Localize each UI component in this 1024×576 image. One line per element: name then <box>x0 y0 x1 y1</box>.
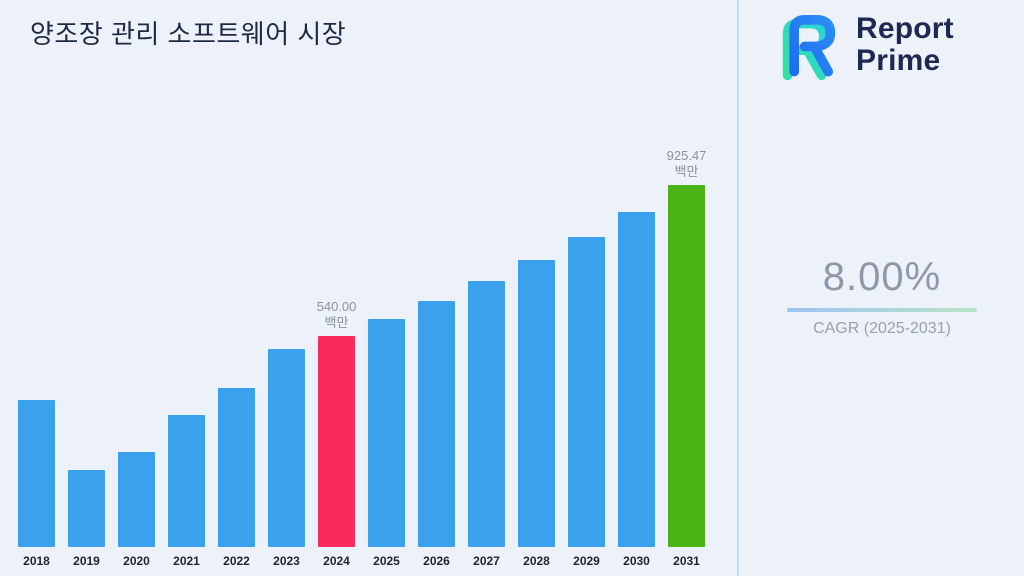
bar-2027 <box>468 281 505 547</box>
x-axis-label-2020: 2020 <box>123 554 150 568</box>
x-axis-label-2029: 2029 <box>573 554 600 568</box>
bar-2031 <box>668 185 705 547</box>
bar-2030 <box>618 212 655 547</box>
bar-slot-2020: 2020 <box>118 452 155 568</box>
x-axis-label-2028: 2028 <box>523 554 550 568</box>
x-axis-label-2023: 2023 <box>273 554 300 568</box>
bar-value-label-2024: 540.00 백만 <box>316 298 357 330</box>
page-title: 양조장 관리 소프트웨어 시장 <box>30 19 347 49</box>
bar-slot-2029: 2029 <box>568 237 605 568</box>
report-prime-logo-icon <box>782 15 836 81</box>
bar-chart: 2018 2019 2020 2021 2022 2023 540.00 백만 2024 2025… <box>18 147 720 569</box>
bar-2022 <box>218 388 255 547</box>
bar-2029 <box>568 237 605 547</box>
x-axis-label-2019: 2019 <box>73 554 100 568</box>
bar-slot-2021: 2021 <box>168 415 205 568</box>
bar-slot-2028: 2028 <box>518 260 555 568</box>
bar-2019 <box>68 470 105 547</box>
bar-2018 <box>18 400 55 547</box>
x-axis-label-2030: 2030 <box>623 554 650 568</box>
brand-name-line1: Report <box>856 11 954 45</box>
bar-2023 <box>268 349 305 547</box>
bar-2025 <box>368 319 405 547</box>
bar-slot-2022: 2022 <box>218 388 255 568</box>
bar-slot-2018: 2018 <box>18 400 55 568</box>
bar-slot-2030: 2030 <box>618 212 655 568</box>
report-prime-logo: Report Prime <box>772 8 954 82</box>
bar-slot-2026: 2026 <box>418 301 455 568</box>
x-axis-label-2024: 2024 <box>323 554 350 568</box>
x-axis-label-2031: 2031 <box>673 554 700 568</box>
bar-2021 <box>168 415 205 547</box>
x-axis-label-2027: 2027 <box>473 554 500 568</box>
brand-name: Report Prime <box>856 11 954 78</box>
bar-slot-2019: 2019 <box>68 470 105 568</box>
cagr-underline <box>787 308 977 312</box>
bar-slot-2027: 2027 <box>468 281 505 568</box>
bar-2024 <box>318 336 355 547</box>
cagr-label: CAGR (2025-2031) <box>813 320 951 337</box>
x-axis-label-2026: 2026 <box>423 554 450 568</box>
bar-slot-2031: 925.47 백만 2031 <box>666 147 707 569</box>
x-axis-label-2021: 2021 <box>173 554 200 568</box>
bar-2028 <box>518 260 555 547</box>
bar-2020 <box>118 452 155 547</box>
x-axis-label-2018: 2018 <box>23 554 50 568</box>
bar-2026 <box>418 301 455 547</box>
brand-name-line2: Prime <box>856 44 941 77</box>
bar-slot-2023: 2023 <box>268 349 305 568</box>
bar-slot-2025: 2025 <box>368 319 405 568</box>
x-axis-label-2025: 2025 <box>373 554 400 568</box>
x-axis-label-2022: 2022 <box>223 554 250 568</box>
bar-value-label-2031: 925.47 백만 <box>666 147 707 179</box>
vertical-divider <box>737 0 739 576</box>
cagr-value: 8.00% <box>822 255 942 299</box>
bar-slot-2024: 540.00 백만 2024 <box>316 298 357 569</box>
cagr-block: 8.00% CAGR (2025-2031) <box>747 255 1017 338</box>
